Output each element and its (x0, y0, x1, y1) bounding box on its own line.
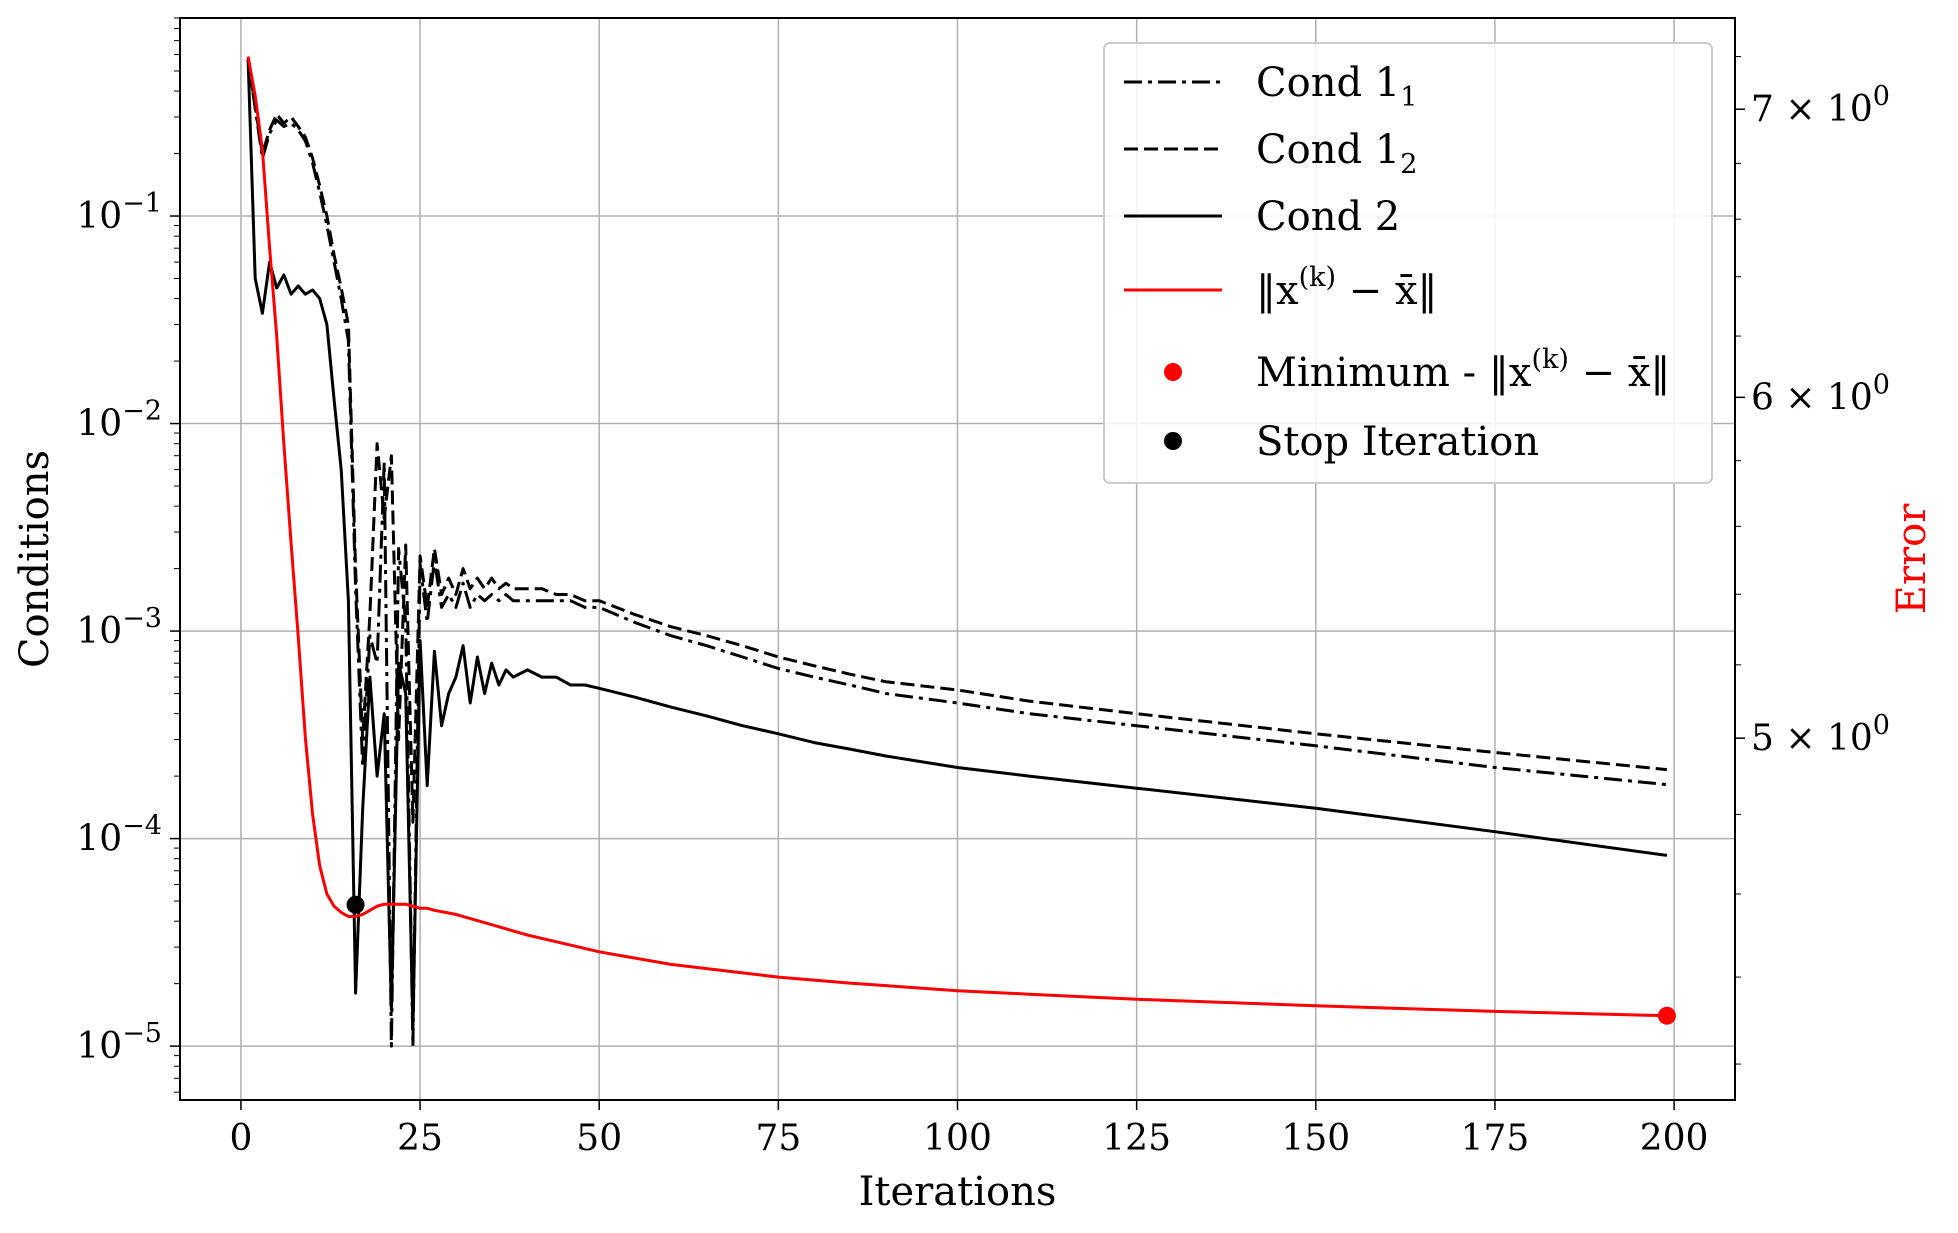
x-axis-label: Iterations (859, 1169, 1057, 1215)
legend: Cond 11​ Cond 12​ Cond 2 ‖x(k)​ − x̄‖ Minimu… (1103, 42, 1713, 484)
stop-iteration-marker (346, 895, 365, 914)
series-line-3 (246, 59, 1668, 1032)
legend-swatch-5 (1164, 363, 1182, 381)
legend-label-5: Minimum - ‖x(k)​ − x̄‖ (1256, 344, 1670, 396)
x-tick-label: 100 (923, 1118, 992, 1159)
axes: 0 25 50 75 100 125 150 175 200 10−1 10−2 10−3 10−4 10… (76, 17, 1890, 1159)
y-tick-label: 10−4 (76, 811, 162, 860)
y-tick-label: 10−3 (76, 603, 162, 652)
y-tick-label: 10−5 (76, 1018, 162, 1067)
y-tick-label: 10−2 (76, 396, 162, 445)
y2-axis-label: Error (1889, 503, 1935, 615)
legend-label-3: Cond 2 (1256, 194, 1400, 240)
marker-layer (346, 895, 1676, 1025)
y-tick-label: 10−1 (76, 188, 162, 237)
x-tick-label: 0 (229, 1118, 252, 1159)
x-tick-label: 50 (576, 1118, 622, 1159)
legend-label-6: Stop Iteration (1256, 419, 1539, 465)
y2-tick-label: 7 × 100 (1751, 81, 1890, 130)
x-tick-label: 125 (1102, 1118, 1171, 1159)
legend-label-1: Cond 11​ (1256, 60, 1417, 113)
legend-box (1103, 42, 1713, 484)
x-tick-label: 75 (755, 1118, 801, 1159)
legend-label-4: ‖x(k)​ − x̄‖ (1256, 262, 1438, 314)
x-tick-label: 25 (397, 1118, 443, 1159)
x-tick-label: 150 (1281, 1118, 1350, 1159)
series-line-4 (246, 56, 1667, 1018)
minimum-error-marker (1657, 1006, 1676, 1025)
y2-tick-label: 5 × 100 (1751, 710, 1890, 759)
x-tick-label: 200 (1640, 1118, 1709, 1159)
y-axis-label: Conditions (12, 450, 58, 668)
x-tick-label: 175 (1461, 1118, 1530, 1159)
series-layer (246, 56, 1668, 1048)
legend-swatch-6 (1164, 432, 1182, 450)
series-line-2 (246, 58, 1668, 824)
legend-label-2: Cond 12​ (1256, 127, 1417, 180)
series-line-1 (246, 58, 1668, 1048)
y2-tick-label: 6 × 100 (1751, 369, 1890, 418)
